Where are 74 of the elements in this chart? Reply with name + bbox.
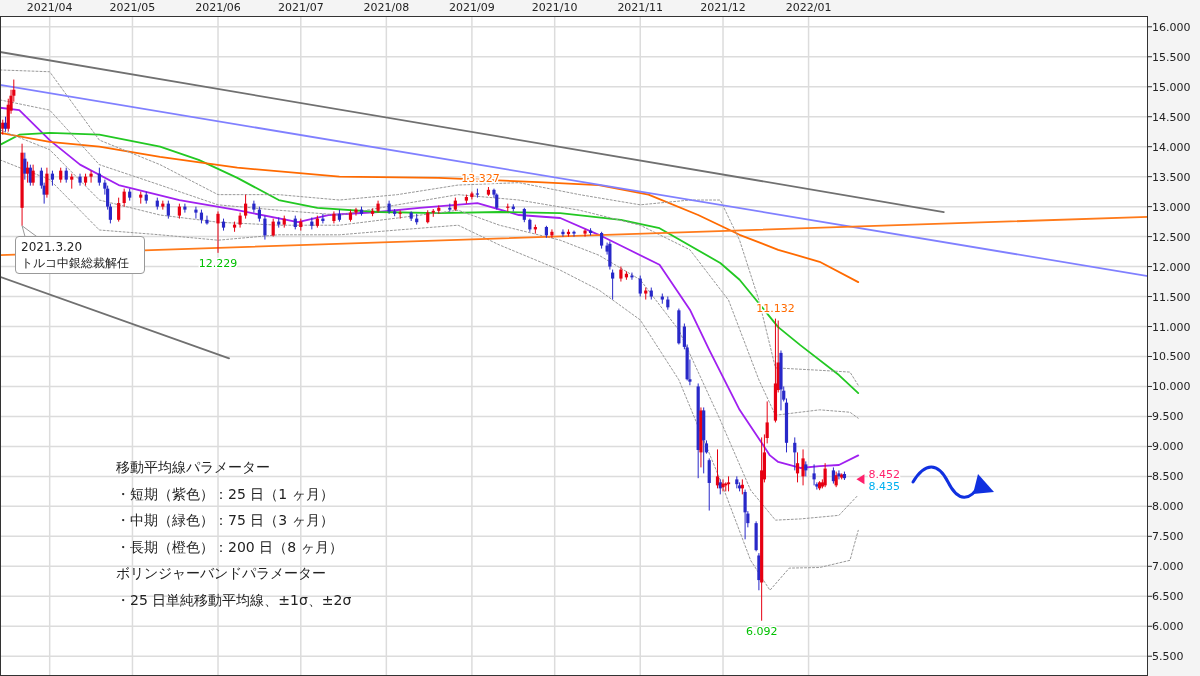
candlestick — [28, 164, 32, 187]
y-tick-label: 12.000 — [1152, 260, 1191, 274]
candlestick — [795, 451, 800, 483]
candlestick — [26, 161, 30, 184]
annotation: ・25 日単純移動平均線、±1σ、±2σ — [116, 592, 352, 608]
candlestick — [608, 240, 612, 271]
y-tick-label: 10.500 — [1152, 350, 1191, 364]
x-tick-label: 2021/11 — [617, 1, 664, 14]
y-tick-label: 6.500 — [1152, 590, 1184, 604]
y-tick-label: 7.500 — [1152, 530, 1184, 544]
annotation: ・中期（緑色）：75 日（3 ヶ月） — [116, 512, 334, 529]
y-tick-label: 9.000 — [1152, 440, 1184, 454]
candlestick — [23, 152, 27, 181]
candlestick — [707, 457, 711, 512]
x-tick-label: 2021/06 — [195, 1, 241, 14]
candlestick — [252, 200, 256, 214]
y-tick-label: 13.000 — [1152, 200, 1191, 214]
candlestick — [611, 269, 615, 301]
line-series — [0, 159, 859, 591]
y-tick-label: 11.000 — [1152, 320, 1191, 334]
candlestick — [572, 230, 576, 238]
y-tick-label: 11.500 — [1152, 290, 1191, 304]
y-tick-label: 8.000 — [1152, 500, 1184, 514]
y-tick-label: 15.500 — [1152, 50, 1191, 64]
annotation: 6.092 — [745, 624, 778, 638]
candlestick — [78, 173, 82, 187]
candlestick — [354, 207, 358, 217]
candlestick — [550, 228, 554, 239]
annotation: 8.452 — [868, 468, 900, 482]
x-tick-label: 2021/04 — [26, 1, 73, 14]
line-series — [0, 69, 859, 386]
annotation: 移動平均線パラメーター — [116, 459, 270, 475]
x-tick-label: 2021/07 — [277, 1, 324, 14]
candlestick — [263, 215, 267, 241]
y-tick-label: 9.500 — [1152, 410, 1184, 424]
annotation: ・短期（紫色）：25 日（1 ヶ月） — [116, 485, 334, 502]
candlestick — [183, 203, 187, 214]
candlestick — [812, 463, 816, 486]
candlestick — [45, 167, 49, 199]
candlestick — [194, 206, 198, 220]
y-tick-label: 8.500 — [1152, 470, 1184, 484]
line-series — [0, 99, 859, 419]
candlestick — [561, 228, 565, 238]
candlestick — [89, 170, 93, 184]
y-tick-label: 13.500 — [1152, 170, 1191, 184]
x-tick-label: 2021/12 — [700, 1, 746, 14]
candlestick — [216, 210, 220, 254]
annotation: 12.229 — [198, 256, 238, 270]
line-series — [0, 131, 860, 284]
candlestick — [638, 275, 642, 298]
annotation: 8.435 — [868, 480, 900, 494]
annotation: ・長期（橙色）：200 日（8 ヶ月） — [116, 538, 343, 555]
y-tick-label: 7.000 — [1152, 560, 1184, 574]
y-tick-label: 14.500 — [1152, 110, 1191, 124]
x-tick-label: 2021/09 — [449, 1, 495, 14]
x-tick-label: 2021/05 — [109, 1, 156, 14]
line-series — [0, 131, 860, 394]
candlestick — [117, 197, 121, 223]
y-tick-label: 5.500 — [1152, 650, 1184, 664]
annotation: ボリンジャーバンドパラメーター — [116, 565, 326, 582]
y-tick-label: 10.000 — [1152, 380, 1191, 394]
y-tick-label: 15.000 — [1152, 80, 1191, 94]
y-tick-label: 14.000 — [1152, 140, 1191, 154]
x-tick-label: 2022/01 — [785, 1, 832, 14]
candlestick — [205, 215, 209, 226]
annotation: 2021.3.20 トルコ中銀総裁解任 — [15, 235, 146, 274]
y-tick-label: 12.500 — [1152, 230, 1191, 244]
candlestick — [583, 228, 587, 238]
candlestick — [31, 164, 35, 187]
x-tick-label: 2021/10 — [531, 1, 578, 14]
y-tick-label: 16.000 — [1152, 20, 1191, 34]
y-tick-label: 6.000 — [1152, 620, 1184, 634]
candlestick — [244, 194, 248, 220]
x-tick-label: 2021/08 — [363, 1, 410, 14]
